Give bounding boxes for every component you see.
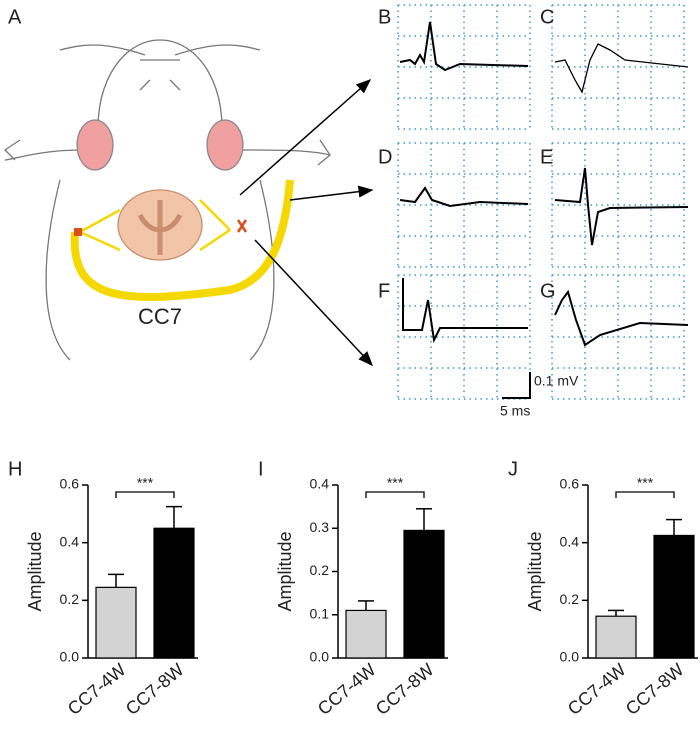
y-tick-label: 0.4 xyxy=(560,533,580,549)
y-tick-label: 0.1 xyxy=(310,605,330,621)
panel-label: E xyxy=(540,146,553,168)
significance-label: *** xyxy=(387,475,404,491)
y-axis-label: Amplitude xyxy=(525,531,545,611)
panel-label: J xyxy=(508,458,518,480)
y-tick-label: 0.6 xyxy=(560,476,580,492)
y-tick-label: 0.2 xyxy=(560,591,580,607)
arrow xyxy=(254,239,374,367)
panel-label: I xyxy=(258,458,264,480)
y-tick-label: 0.0 xyxy=(560,649,580,665)
y-tick-label: 0.3 xyxy=(310,519,330,535)
trace-grids xyxy=(397,4,685,400)
panel-label: D xyxy=(378,146,392,168)
bar xyxy=(95,586,137,659)
arrow xyxy=(239,79,372,196)
significance-bracket xyxy=(615,491,675,498)
bar xyxy=(153,527,195,659)
y-axis-label: Amplitude xyxy=(275,531,295,611)
y-tick-label: 0.2 xyxy=(60,591,80,607)
y-tick-label: 0.4 xyxy=(310,476,330,492)
x-tick-label: CC7-4W xyxy=(64,659,130,719)
significance-bracket xyxy=(115,491,175,498)
panel-label: F xyxy=(378,280,390,302)
y-tick-label: 0.6 xyxy=(60,476,80,492)
y-tick-label: 0.2 xyxy=(310,562,330,578)
scale-time: 5 ms xyxy=(500,403,530,419)
bar xyxy=(653,534,695,659)
panel-label: B xyxy=(378,6,391,28)
significance-label: *** xyxy=(637,475,654,491)
bar xyxy=(595,615,637,659)
bar xyxy=(345,609,387,659)
y-tick-label: 0.4 xyxy=(60,533,80,549)
x-tick-label: CC7-4W xyxy=(564,659,630,719)
x-tick-label: CC7-4W xyxy=(314,659,380,719)
significance-label: *** xyxy=(137,475,154,491)
y-tick-label: 0.0 xyxy=(60,649,80,665)
y-axis-label: Amplitude xyxy=(25,531,45,611)
x-tick-label: CC7-8W xyxy=(622,659,688,719)
traces xyxy=(399,21,689,399)
x-tick-label: CC7-8W xyxy=(372,659,438,719)
arrow xyxy=(289,185,374,201)
significance-bracket xyxy=(365,491,425,498)
nerve-label: CC7 xyxy=(138,304,182,329)
panel-label: A xyxy=(8,6,22,28)
mouse-illustration xyxy=(3,39,331,361)
bar xyxy=(403,529,445,659)
scale-voltage: 0.1 mV xyxy=(534,373,579,389)
x-tick-label: CC7-8W xyxy=(122,659,188,719)
y-tick-label: 0.0 xyxy=(310,649,330,665)
panel-label: G xyxy=(540,280,556,302)
panel-label: C xyxy=(540,6,554,28)
panel-label: H xyxy=(8,458,22,480)
